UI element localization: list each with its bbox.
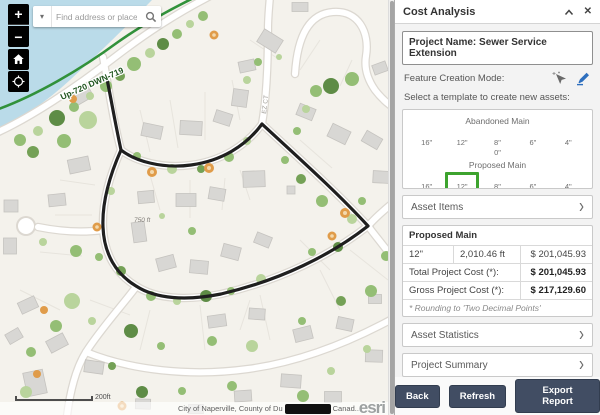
collapse-icon[interactable] bbox=[564, 8, 574, 16]
panel-body: Project Name: Sewer Service Extension Fe… bbox=[395, 24, 600, 377]
template-picker: Abandoned Main 16" 12" 8" bbox=[402, 109, 593, 189]
template-item[interactable]: 6" bbox=[529, 138, 537, 147]
cost-analysis-panel: Cost Analysis ✕ Project Name: Sewer Serv… bbox=[394, 0, 600, 415]
export-report-button[interactable]: Export Report bbox=[515, 379, 600, 413]
attribution-text-left: City of Naperville, County of Du bbox=[178, 404, 283, 413]
street-label: EZ CT bbox=[261, 95, 270, 115]
accordion-asset-statistics[interactable]: Asset Statistics › bbox=[402, 323, 593, 347]
search-source-dropdown[interactable]: ▾ bbox=[33, 6, 52, 27]
home-button[interactable] bbox=[8, 49, 29, 70]
feature-creation-mode-label: Feature Creation Mode: bbox=[404, 73, 505, 84]
measurement-label: 750 ft bbox=[134, 217, 151, 224]
template-item-selected[interactable]: 12" bbox=[445, 172, 480, 188]
project-name: Project Name: Sewer Service Extension bbox=[402, 31, 593, 65]
template-item[interactable]: 6" bbox=[529, 182, 537, 189]
template-item[interactable]: 16" bbox=[421, 182, 433, 189]
scale-bar: 200ft bbox=[15, 394, 111, 401]
proposed-main-sketch bbox=[101, 77, 370, 300]
gross-project-cost-row: Gross Project Cost (*): $ 217,129.60 bbox=[403, 282, 592, 300]
template-item[interactable]: 4" bbox=[564, 138, 572, 147]
search-icon[interactable] bbox=[141, 6, 161, 27]
water-body bbox=[0, 0, 152, 129]
select-features-icon[interactable] bbox=[552, 71, 567, 86]
feature-creation-mode-row: Feature Creation Mode: bbox=[402, 71, 593, 86]
attribution: City of Naperville, County of Du Canad..… bbox=[0, 402, 388, 415]
cost-table-header: Proposed Main bbox=[403, 226, 592, 246]
attribution-overlay bbox=[284, 403, 331, 414]
chevron-right-icon: › bbox=[579, 322, 584, 346]
panel-scrollbar-thumb[interactable] bbox=[390, 1, 394, 414]
chevron-right-icon: › bbox=[579, 194, 584, 218]
accordion-asset-items[interactable]: Asset Items › bbox=[402, 195, 593, 219]
select-template-label: Select a template to create new assets: bbox=[404, 92, 570, 103]
template-item[interactable]: 8" bbox=[494, 182, 501, 189]
refresh-button[interactable]: Refresh bbox=[448, 384, 507, 408]
draw-pencil-icon[interactable] bbox=[576, 71, 591, 86]
attribution-text-right: Canad... bbox=[332, 404, 361, 413]
locate-icon bbox=[12, 75, 25, 88]
locate-button[interactable] bbox=[8, 71, 29, 92]
chevron-right-icon: › bbox=[579, 352, 584, 376]
panel-header: Cost Analysis ✕ bbox=[395, 0, 600, 24]
cost-table: Proposed Main 12" 2,010.46 ft $ 201,045.… bbox=[402, 225, 593, 317]
cost-table-row: 12" 2,010.46 ft $ 201,045.93 bbox=[403, 246, 592, 264]
home-icon bbox=[13, 54, 24, 64]
template-item[interactable]: 0" bbox=[494, 148, 501, 157]
cul-de-sac bbox=[18, 218, 34, 234]
template-item[interactable]: 12" bbox=[456, 138, 468, 147]
zoom-out-button[interactable]: − bbox=[8, 26, 29, 47]
close-icon[interactable]: ✕ bbox=[583, 6, 592, 17]
total-project-cost-row: Total Project Cost (*): $ 201,045.93 bbox=[403, 264, 592, 282]
trees bbox=[14, 11, 388, 411]
esri-logo: esri bbox=[358, 398, 386, 415]
search-bar: ▾ bbox=[33, 6, 161, 27]
scale-label: 200ft bbox=[95, 394, 111, 401]
map-canvas[interactable]: Up-720 DWN-719 EZ CT 750 ft ▾ + − bbox=[0, 0, 388, 415]
rounding-footnote: * Rounding to 'Two Decimal Points' bbox=[409, 303, 541, 313]
template-item[interactable]: 16" bbox=[421, 138, 433, 147]
panel-title: Cost Analysis bbox=[403, 5, 476, 18]
template-group-label: Proposed Main bbox=[468, 160, 527, 170]
back-button[interactable]: Back bbox=[395, 384, 440, 408]
panel-scrollbar[interactable] bbox=[388, 0, 394, 415]
sewer-main-existing-line bbox=[0, 0, 193, 110]
panel-footer: Back Refresh Export Report bbox=[395, 377, 600, 415]
basemap: Up-720 DWN-719 EZ CT 750 ft bbox=[0, 0, 388, 415]
search-input[interactable] bbox=[52, 11, 141, 22]
template-item[interactable]: 4" bbox=[564, 182, 572, 189]
accordion-project-summary[interactable]: Project Summary › bbox=[402, 353, 593, 377]
template-item[interactable]: 8" bbox=[494, 138, 501, 147]
zoom-in-button[interactable]: + bbox=[8, 4, 29, 25]
template-group-label: Abandoned Main bbox=[465, 116, 530, 126]
